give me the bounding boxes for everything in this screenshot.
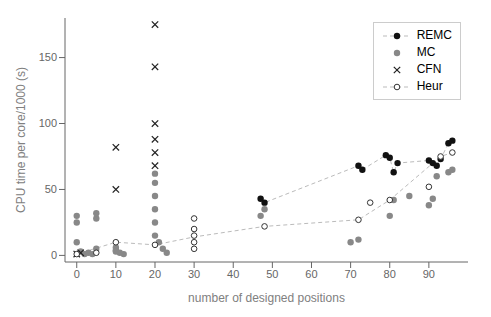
html-text:REMC: REMC xyxy=(416,28,452,42)
svg-text:50: 50 xyxy=(45,183,57,195)
svg-text:number of designed positions: number of designed positions xyxy=(188,291,345,305)
html-text:Heur: Heur xyxy=(416,79,443,93)
svg-text:50: 50 xyxy=(266,268,278,280)
svg-text:CPU time per core/1000 (s): CPU time per core/1000 (s) xyxy=(14,67,28,213)
svg-text:40: 40 xyxy=(227,268,239,280)
svg-text:20: 20 xyxy=(149,268,161,280)
svg-text:0: 0 xyxy=(74,268,80,280)
svg-text:70: 70 xyxy=(344,268,356,280)
html-text:CFN: CFN xyxy=(416,62,442,76)
svg-text:150: 150 xyxy=(39,51,57,63)
svg-text:90: 90 xyxy=(423,268,435,280)
svg-text:0: 0 xyxy=(51,249,57,261)
svg-text:30: 30 xyxy=(188,268,200,280)
svg-text:100: 100 xyxy=(39,117,57,129)
svg-text:60: 60 xyxy=(305,268,317,280)
svg-text:80: 80 xyxy=(384,268,396,280)
html-text:MC: MC xyxy=(416,45,436,59)
svg-text:10: 10 xyxy=(110,268,122,280)
